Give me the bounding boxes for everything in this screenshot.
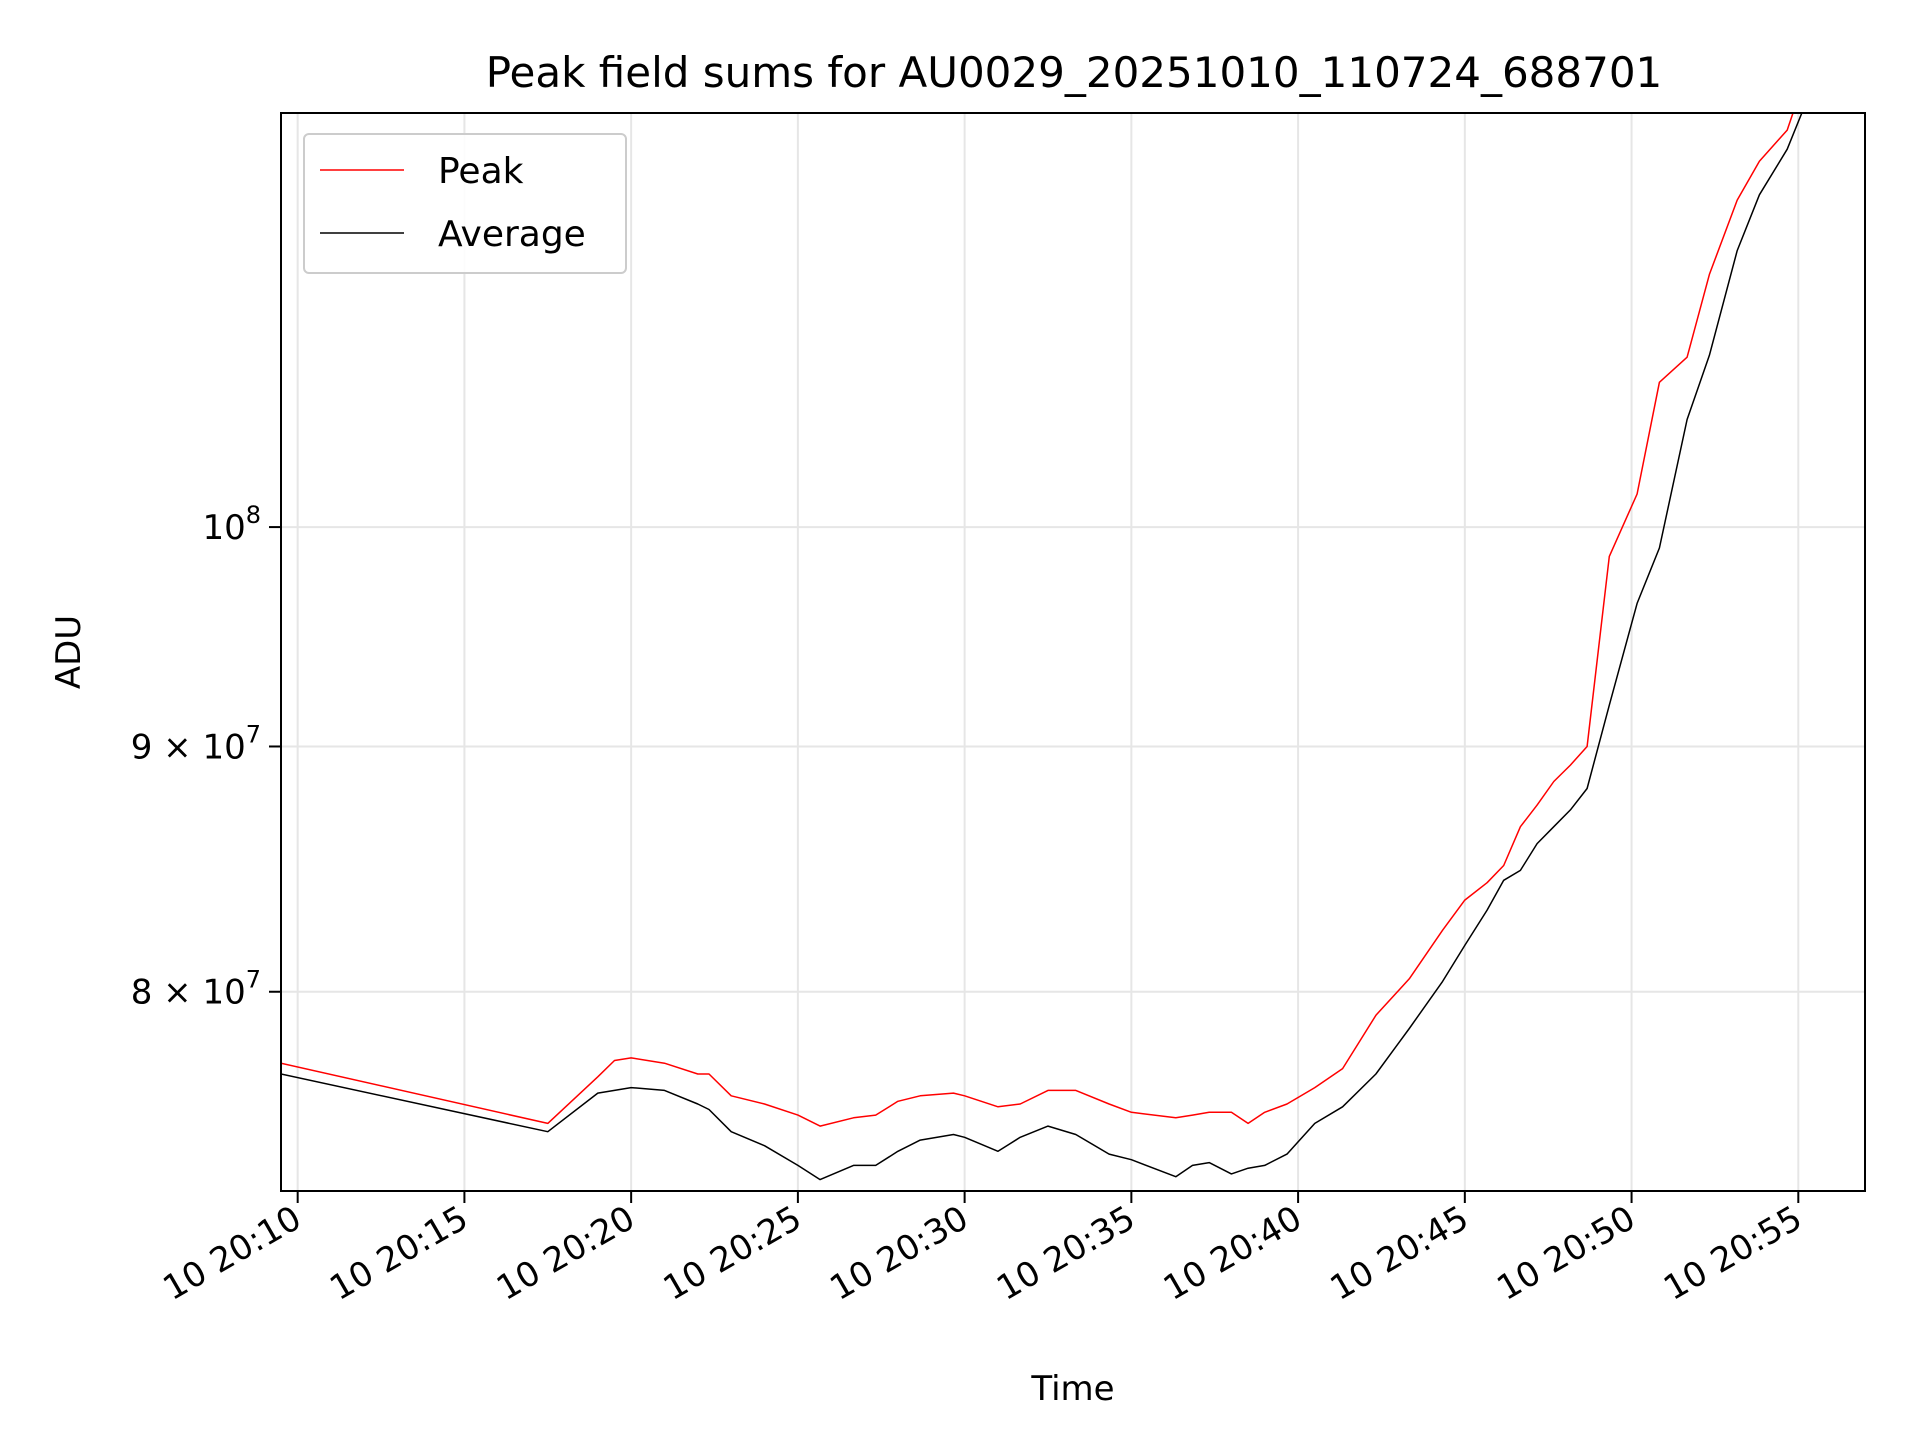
legend: Peak Average <box>303 133 627 274</box>
legend-label-average: Average <box>438 214 586 255</box>
series-line-average <box>281 113 1803 1181</box>
legend-label-peak: Peak <box>438 151 524 192</box>
chart-title: Peak field sums for AU0029_20251010_1107… <box>486 48 1663 97</box>
y-tick-label: 9 × 107 <box>131 720 261 767</box>
x-axis-label: Time <box>1030 1369 1114 1409</box>
legend-box <box>303 133 627 274</box>
y-tick-label: 108 <box>202 501 261 548</box>
series-line-peak <box>281 113 1794 1127</box>
y-axis-label: ADU <box>49 615 89 689</box>
series-lines <box>281 113 1803 1181</box>
y-axis: 8 × 107 9 × 107 108 <box>131 501 281 1013</box>
plot-frame <box>280 112 1866 1192</box>
y-tick-label: 8 × 107 <box>131 966 261 1013</box>
grid-lines <box>281 113 1865 1191</box>
